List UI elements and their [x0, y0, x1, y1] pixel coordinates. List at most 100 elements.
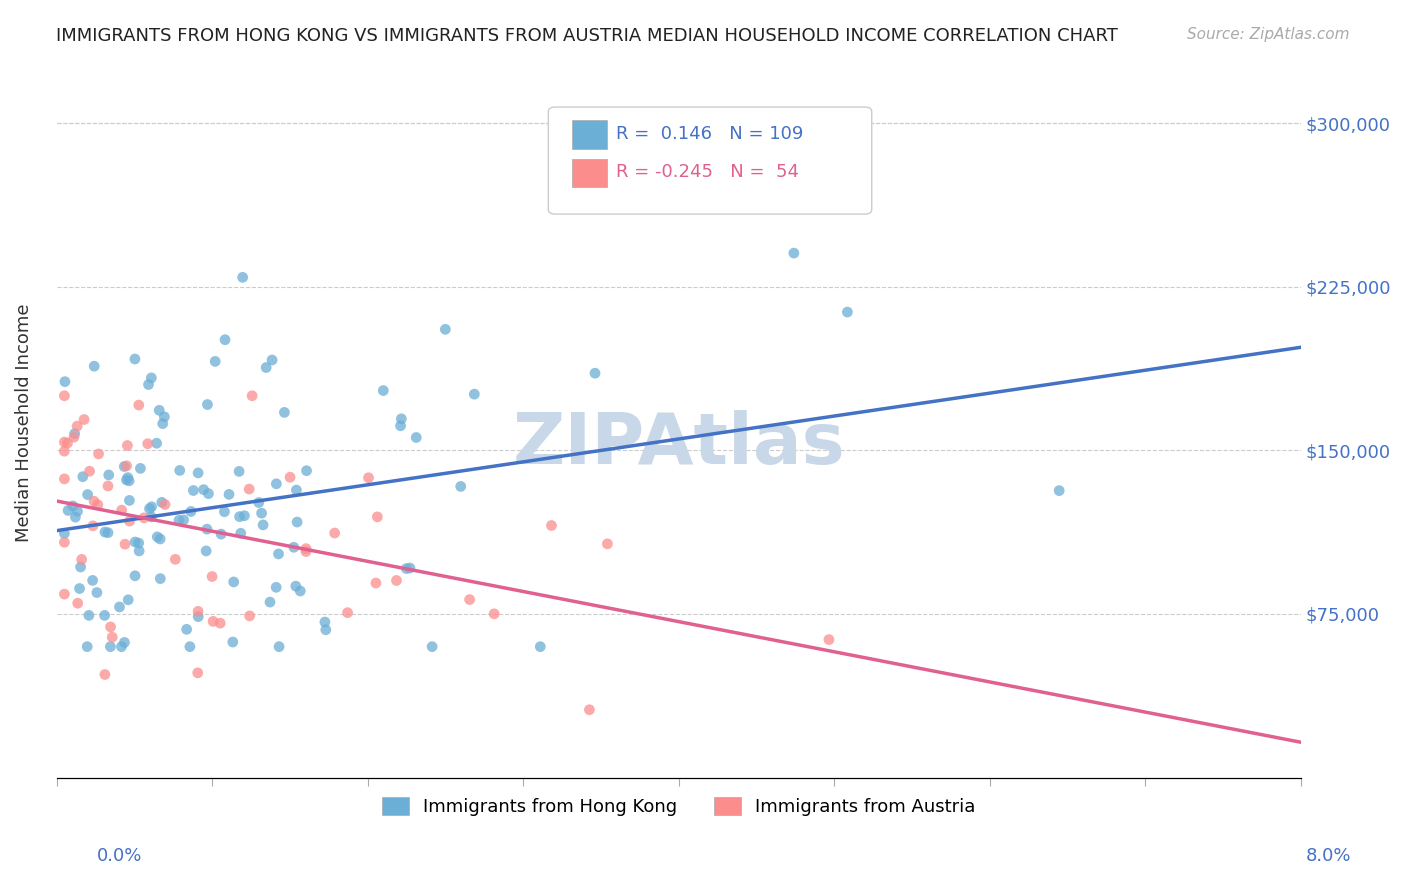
Point	[76, 487, 98, 501]
Point	[285, 515, 308, 529]
Point	[250, 506, 273, 520]
Point	[540, 518, 562, 533]
Point	[273, 405, 295, 419]
Point	[117, 438, 139, 452]
Point	[183, 483, 205, 498]
Point	[72, 469, 94, 483]
Point	[463, 387, 485, 401]
Point	[69, 582, 91, 596]
Point	[228, 464, 250, 478]
Point	[269, 640, 291, 654]
Point	[94, 524, 117, 539]
Point	[97, 467, 120, 482]
Point	[53, 444, 76, 458]
Point	[145, 436, 167, 450]
Point	[295, 464, 318, 478]
Point	[405, 430, 427, 444]
Point	[837, 305, 859, 319]
Point	[63, 426, 86, 441]
Point	[129, 461, 152, 475]
Point	[259, 595, 281, 609]
Point	[128, 536, 150, 550]
Point	[458, 592, 481, 607]
Point	[93, 608, 115, 623]
Point	[100, 640, 122, 654]
Point	[222, 635, 245, 649]
Point	[152, 417, 174, 431]
Point	[124, 569, 146, 583]
Point	[114, 635, 136, 649]
Point	[53, 389, 76, 403]
Point	[79, 464, 101, 478]
Point	[132, 511, 155, 525]
Point	[83, 494, 105, 508]
Point	[110, 640, 132, 654]
Point	[118, 514, 141, 528]
Point	[117, 592, 139, 607]
Text: Source: ZipAtlas.com: Source: ZipAtlas.com	[1187, 27, 1350, 42]
Point	[141, 510, 163, 524]
Point	[150, 495, 173, 509]
Point	[146, 530, 169, 544]
Point	[187, 609, 209, 624]
Point	[262, 353, 284, 368]
Point	[209, 616, 232, 631]
Point	[201, 569, 224, 583]
Point	[77, 608, 100, 623]
Point	[153, 409, 176, 424]
Point	[214, 333, 236, 347]
Point	[53, 526, 76, 541]
Point	[228, 509, 250, 524]
Point	[1047, 483, 1070, 498]
Point	[389, 418, 412, 433]
Point	[240, 389, 263, 403]
Point	[118, 474, 141, 488]
Point	[323, 526, 346, 541]
Point	[117, 470, 139, 484]
Point	[238, 482, 260, 496]
Point	[73, 412, 96, 426]
Point	[124, 351, 146, 366]
Point	[176, 623, 198, 637]
Point	[63, 430, 86, 444]
Point	[111, 503, 134, 517]
Point	[112, 459, 135, 474]
Point	[187, 466, 209, 480]
Legend: Immigrants from Hong Kong, Immigrants from Austria: Immigrants from Hong Kong, Immigrants fr…	[373, 788, 984, 825]
Point	[420, 640, 443, 654]
Point	[141, 371, 163, 385]
Point	[165, 552, 187, 566]
Point	[209, 527, 232, 541]
Point	[124, 535, 146, 549]
Point	[97, 479, 120, 493]
Point	[197, 398, 219, 412]
Point	[56, 436, 79, 450]
Point	[364, 576, 387, 591]
Point	[97, 525, 120, 540]
Point	[173, 513, 195, 527]
Point	[267, 547, 290, 561]
Point	[66, 419, 89, 434]
Point	[285, 483, 308, 497]
Point	[65, 510, 87, 524]
Point	[818, 632, 841, 647]
Point	[86, 585, 108, 599]
Point	[118, 493, 141, 508]
Point	[529, 640, 551, 654]
Point	[149, 532, 172, 546]
Point	[783, 246, 806, 260]
Point	[169, 463, 191, 477]
Point	[128, 544, 150, 558]
Point	[385, 574, 408, 588]
Point	[180, 504, 202, 518]
Point	[148, 403, 170, 417]
Point	[197, 486, 219, 500]
Point	[195, 544, 218, 558]
Point	[214, 505, 236, 519]
Point	[278, 470, 301, 484]
Point	[83, 359, 105, 374]
Point	[167, 513, 190, 527]
Point	[138, 377, 160, 392]
Point	[596, 537, 619, 551]
Point	[202, 615, 225, 629]
